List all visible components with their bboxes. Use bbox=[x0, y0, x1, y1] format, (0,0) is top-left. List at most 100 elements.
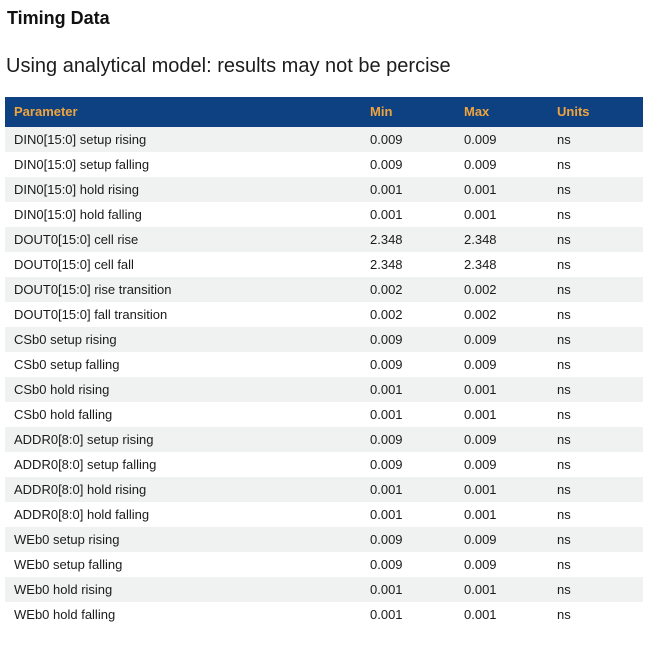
units-cell: ns bbox=[557, 206, 571, 222]
parameter-cell: DOUT0[15:0] rise transition bbox=[14, 281, 172, 297]
max-cell: 0.009 bbox=[464, 131, 497, 147]
table-row: DIN0[15:0] setup falling 0.009 0.009 ns bbox=[5, 151, 643, 177]
timing-data-table: Parameter Min Max Units DIN0[15:0] setup… bbox=[5, 96, 643, 627]
table-row: DOUT0[15:0] cell fall 2.348 2.348 ns bbox=[5, 251, 643, 277]
parameter-cell: CSb0 hold rising bbox=[14, 381, 110, 397]
units-cell: ns bbox=[557, 256, 571, 272]
min-cell: 0.009 bbox=[370, 456, 403, 472]
table-row: WEb0 hold falling 0.001 0.001 ns bbox=[5, 601, 643, 627]
parameter-cell: WEb0 setup rising bbox=[14, 531, 120, 547]
min-cell: 0.009 bbox=[370, 156, 403, 172]
units-cell: ns bbox=[557, 456, 571, 472]
page-subtitle: Using analytical model: results may not … bbox=[6, 54, 451, 77]
table-row: ADDR0[8:0] setup rising 0.009 0.009 ns bbox=[5, 426, 643, 452]
max-cell: 0.009 bbox=[464, 431, 497, 447]
max-cell: 0.002 bbox=[464, 281, 497, 297]
table-row: DOUT0[15:0] rise transition 0.002 0.002 ns bbox=[5, 276, 643, 302]
max-cell: 2.348 bbox=[464, 231, 497, 247]
max-cell: 0.001 bbox=[464, 406, 497, 422]
parameter-cell: ADDR0[8:0] setup rising bbox=[14, 431, 154, 447]
min-cell: 0.001 bbox=[370, 206, 403, 222]
min-cell: 0.002 bbox=[370, 306, 403, 322]
table-row: DIN0[15:0] hold rising 0.001 0.001 ns bbox=[5, 176, 643, 202]
table-row: CSb0 setup falling 0.009 0.009 ns bbox=[5, 351, 643, 377]
units-cell: ns bbox=[557, 606, 571, 622]
column-header-units: Units bbox=[557, 104, 590, 120]
units-cell: ns bbox=[557, 181, 571, 197]
min-cell: 0.009 bbox=[370, 331, 403, 347]
table-row: WEb0 hold rising 0.001 0.001 ns bbox=[5, 576, 643, 602]
max-cell: 0.001 bbox=[464, 181, 497, 197]
table-row: ADDR0[8:0] hold rising 0.001 0.001 ns bbox=[5, 476, 643, 502]
column-header-parameter: Parameter bbox=[14, 104, 78, 120]
parameter-cell: CSb0 hold falling bbox=[14, 406, 113, 422]
min-cell: 0.009 bbox=[370, 356, 403, 372]
units-cell: ns bbox=[557, 331, 571, 347]
page-title: Timing Data bbox=[7, 8, 110, 28]
column-header-max: Max bbox=[464, 104, 490, 120]
max-cell: 0.001 bbox=[464, 206, 497, 222]
units-cell: ns bbox=[557, 531, 571, 547]
max-cell: 0.009 bbox=[464, 531, 497, 547]
max-cell: 0.001 bbox=[464, 481, 497, 497]
parameter-cell: DOUT0[15:0] cell fall bbox=[14, 256, 134, 272]
parameter-cell: CSb0 setup falling bbox=[14, 356, 120, 372]
units-cell: ns bbox=[557, 406, 571, 422]
table-row: CSb0 setup rising 0.009 0.009 ns bbox=[5, 326, 643, 352]
max-cell: 0.009 bbox=[464, 156, 497, 172]
units-cell: ns bbox=[557, 356, 571, 372]
max-cell: 0.009 bbox=[464, 556, 497, 572]
table-header-row: Parameter Min Max Units bbox=[5, 96, 643, 127]
units-cell: ns bbox=[557, 581, 571, 597]
table-row: ADDR0[8:0] hold falling 0.001 0.001 ns bbox=[5, 501, 643, 527]
units-cell: ns bbox=[557, 281, 571, 297]
min-cell: 0.009 bbox=[370, 531, 403, 547]
table-row: DIN0[15:0] hold falling 0.001 0.001 ns bbox=[5, 201, 643, 227]
max-cell: 0.009 bbox=[464, 331, 497, 347]
table-row: DIN0[15:0] setup rising 0.009 0.009 ns bbox=[5, 126, 643, 152]
table-row: DOUT0[15:0] fall transition 0.002 0.002 ns bbox=[5, 301, 643, 327]
table-row: CSb0 hold rising 0.001 0.001 ns bbox=[5, 376, 643, 402]
parameter-cell: WEb0 hold falling bbox=[14, 606, 116, 622]
parameter-cell: DIN0[15:0] hold falling bbox=[14, 206, 142, 222]
table-row: WEb0 setup rising 0.009 0.009 ns bbox=[5, 526, 643, 552]
min-cell: 0.009 bbox=[370, 431, 403, 447]
min-cell: 0.009 bbox=[370, 131, 403, 147]
min-cell: 0.001 bbox=[370, 581, 403, 597]
parameter-cell: WEb0 setup falling bbox=[14, 556, 123, 572]
table-row: ADDR0[8:0] setup falling 0.009 0.009 ns bbox=[5, 451, 643, 477]
units-cell: ns bbox=[557, 431, 571, 447]
units-cell: ns bbox=[557, 231, 571, 247]
units-cell: ns bbox=[557, 156, 571, 172]
table-row: WEb0 setup falling 0.009 0.009 ns bbox=[5, 551, 643, 577]
min-cell: 0.009 bbox=[370, 556, 403, 572]
units-cell: ns bbox=[557, 556, 571, 572]
units-cell: ns bbox=[557, 481, 571, 497]
max-cell: 0.001 bbox=[464, 581, 497, 597]
min-cell: 0.001 bbox=[370, 606, 403, 622]
units-cell: ns bbox=[557, 381, 571, 397]
max-cell: 0.001 bbox=[464, 606, 497, 622]
parameter-cell: DOUT0[15:0] fall transition bbox=[14, 306, 168, 322]
max-cell: 0.002 bbox=[464, 306, 497, 322]
parameter-cell: ADDR0[8:0] hold falling bbox=[14, 506, 150, 522]
min-cell: 0.001 bbox=[370, 381, 403, 397]
max-cell: 0.001 bbox=[464, 506, 497, 522]
min-cell: 0.001 bbox=[370, 506, 403, 522]
parameter-cell: DIN0[15:0] setup rising bbox=[14, 131, 147, 147]
max-cell: 2.348 bbox=[464, 256, 497, 272]
parameter-cell: CSb0 setup rising bbox=[14, 331, 117, 347]
min-cell: 2.348 bbox=[370, 231, 403, 247]
max-cell: 0.001 bbox=[464, 381, 497, 397]
min-cell: 0.001 bbox=[370, 181, 403, 197]
units-cell: ns bbox=[557, 306, 571, 322]
parameter-cell: WEb0 hold rising bbox=[14, 581, 113, 597]
min-cell: 0.002 bbox=[370, 281, 403, 297]
table-row: CSb0 hold falling 0.001 0.001 ns bbox=[5, 401, 643, 427]
column-header-min: Min bbox=[370, 104, 393, 120]
parameter-cell: ADDR0[8:0] hold rising bbox=[14, 481, 147, 497]
parameter-cell: DIN0[15:0] hold rising bbox=[14, 181, 140, 197]
table-row: DOUT0[15:0] cell rise 2.348 2.348 ns bbox=[5, 226, 643, 252]
max-cell: 0.009 bbox=[464, 456, 497, 472]
min-cell: 0.001 bbox=[370, 481, 403, 497]
